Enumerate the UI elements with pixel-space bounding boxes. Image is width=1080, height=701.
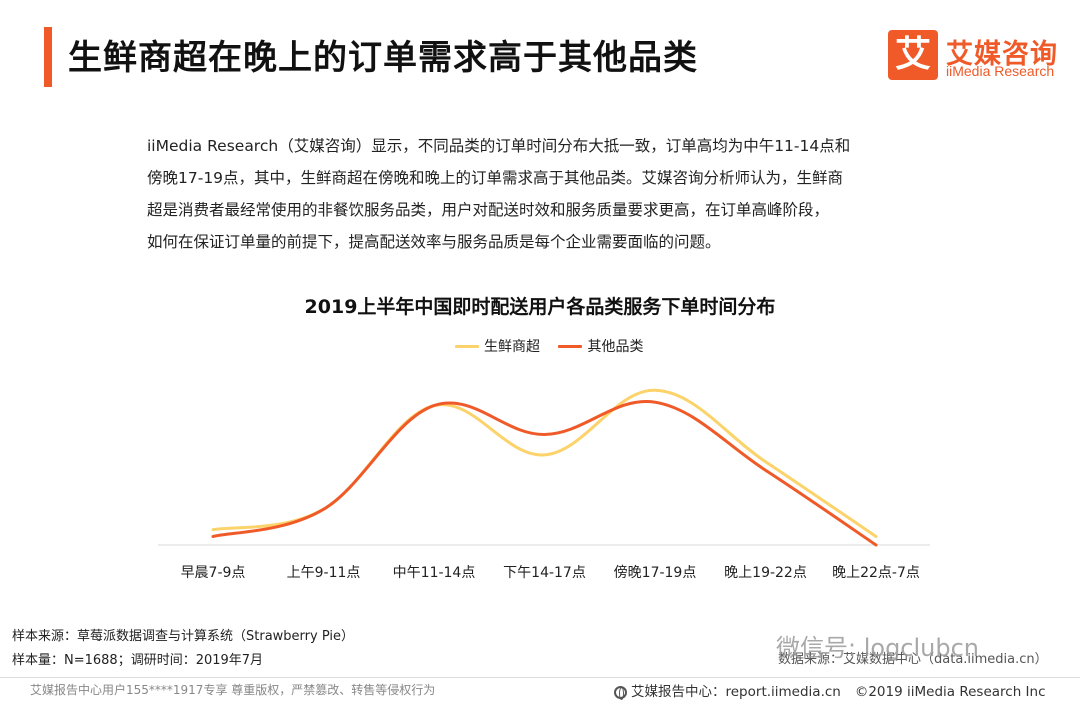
copyright-notice: 艾媒报告中心用户155****1917专享 尊重版权，严禁篡改、转售等侵权行为 (30, 683, 436, 697)
intro-line: iiMedia Research（艾媒咨询）显示，不同品类的订单时间分布大抵一致… (147, 137, 851, 155)
legend-swatch-series-1 (455, 344, 479, 348)
x-tick-label: 傍晚17-19点 (614, 564, 697, 581)
globe-icon (614, 686, 627, 700)
x-tick-label: 晚上22点-7点 (832, 565, 920, 581)
chart-title: 2019上半年中国即时配送用户各品类服务下单时间分布 (304, 296, 776, 318)
legend-item-series-1: 生鲜商超 (455, 336, 540, 356)
legend-label-series-2: 其他品类 (587, 339, 644, 355)
intro-line: 如何在保证订单量的前提下，提高配送效率与服务品质是每个企业需要面临的问题。 (147, 233, 721, 251)
legend-swatch-series-2 (558, 344, 583, 348)
x-tick-label: 中午11-14点 (393, 565, 476, 581)
footer-copyright: ©2019 iiMedia Research Inc (854, 684, 1046, 700)
legend-label-series-1: 生鲜商超 (484, 339, 540, 355)
report-center-link[interactable]: 艾媒报告中心：report.iimedia.cn (631, 684, 841, 700)
x-tick-label: 早晨7-9点 (181, 565, 246, 581)
sample-size-note: 样本量：N=1688；调研时间：2019年7月 (12, 653, 264, 668)
x-tick-label: 下午14-17点 (503, 565, 586, 581)
iimedia-logo: 艾 艾媒咨询 iiMedia Research (888, 30, 1068, 82)
intro-paragraph: iiMedia Research（艾媒咨询）显示，不同品类的订单时间分布大抵一致… (147, 130, 947, 258)
chart-legend: 生鲜商超 其他品类 (455, 336, 657, 356)
wechat-watermark: 微信号: logclubcn (776, 634, 980, 662)
x-tick-label: 上午9-11点 (287, 565, 361, 581)
footer-report-info: 艾媒报告中心：report.iimedia.cn ©2019 iiMedia Re… (614, 680, 1046, 700)
line-chart: 早晨7-9点 上午9-11点 中午11-14点 下午14-17点 傍晚17-19点 晚上1… (158, 388, 930, 581)
series-line-2 (211, 399, 878, 547)
x-tick-label: 晚上19-22点 (724, 565, 807, 581)
title-accent-bar (44, 27, 52, 87)
logo-chinese-name: 艾媒咨询 (946, 39, 1058, 70)
legend-item-series-2: 其他品类 (558, 336, 643, 356)
data-source-note: 数据来源：艾媒数据中心（data.iimedia.cn） (778, 652, 1048, 667)
intro-line: 超是消费者最经常使用的非餐饮服务品类，用户对配送时效和服务质量要求更高，在订单高… (147, 201, 830, 219)
logo-english-name: iiMedia Research (946, 63, 1055, 79)
sample-source-note: 样本来源：草莓派数据调查与计算系统（Strawberry Pie） (12, 629, 354, 644)
footer-divider (0, 677, 1080, 678)
logo-mark-icon: 艾 (888, 30, 938, 80)
footer-notes: 样本来源：草莓派数据调查与计算系统（Strawberry Pie） 样本量：N=… (12, 625, 354, 673)
intro-line: 傍晚17-19点，其中，生鲜商超在傍晚和晚上的订单需求高于其他品类。艾媒咨询分析… (147, 169, 844, 187)
page-title: 生鲜商超在晚上的订单需求高于其他品类 (68, 38, 698, 78)
